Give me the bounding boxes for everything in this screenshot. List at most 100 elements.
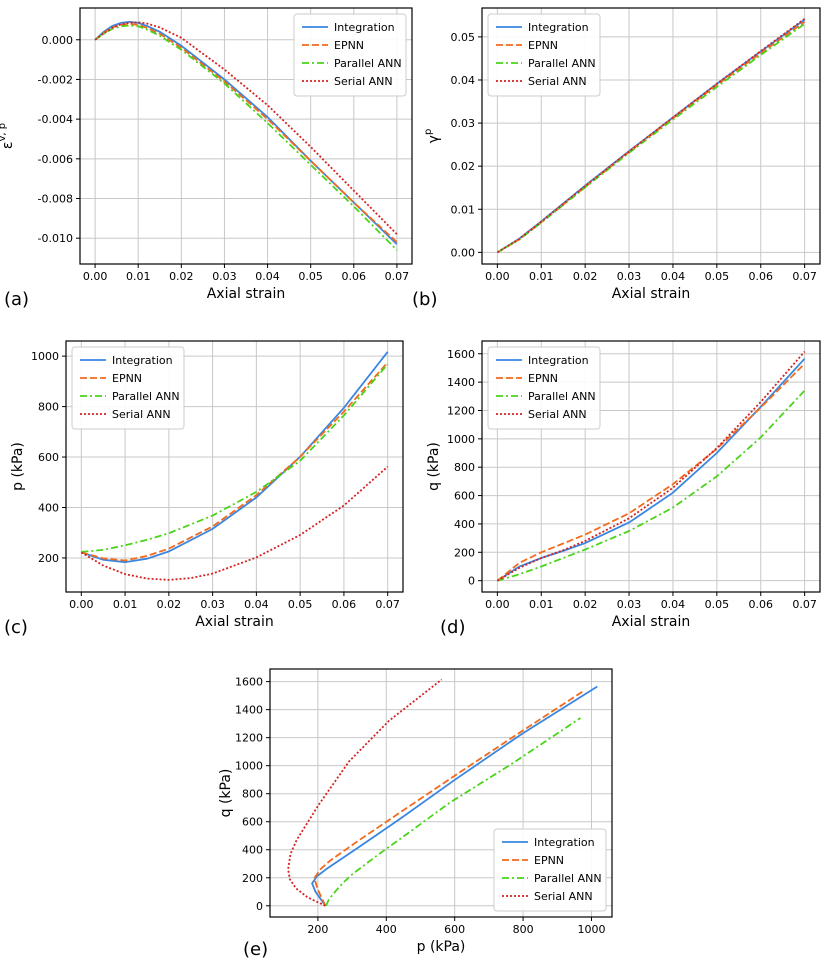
y-axis-label: p (kPa) <box>10 442 26 491</box>
y-tick-label: 0.05 <box>451 31 476 44</box>
x-tick-label: 0.07 <box>792 598 817 611</box>
x-tick-label: 0.07 <box>792 270 817 283</box>
x-tick-label: 0.00 <box>485 598 510 611</box>
series-line-parallel-ann <box>497 389 806 582</box>
y-tick-label: 800 <box>38 401 59 414</box>
x-tick-label: 0.01 <box>113 598 138 611</box>
y-tick-label: 200 <box>242 872 263 885</box>
panel-label: (b) <box>412 289 437 310</box>
y-tick-label: -0.006 <box>38 153 73 166</box>
x-tick-label: 0.06 <box>342 270 367 283</box>
y-tick-label: 0 <box>256 900 263 913</box>
plot-frame <box>65 340 404 593</box>
x-tick-label: 0.03 <box>617 270 642 283</box>
y-tick-label: 1200 <box>447 404 475 417</box>
panel-label: (a) <box>4 289 29 310</box>
series-line-integration <box>94 20 398 245</box>
y-tick-label: 0.04 <box>451 74 476 87</box>
x-tick-label: 0.07 <box>385 270 410 283</box>
legend-box <box>487 346 601 430</box>
series-line-serial-ann <box>94 21 398 235</box>
y-axis-label-main: q (kPa) <box>218 769 234 818</box>
y-tick-label: 400 <box>38 501 59 514</box>
y-tick-label: 0.00 <box>451 246 476 259</box>
legend-entry-label: Parallel ANN <box>534 872 602 885</box>
y-tick-label: 0.000 <box>42 34 74 47</box>
plot-frame <box>481 7 821 265</box>
y-tick-label: 0 <box>468 575 475 588</box>
y-tick-label: 600 <box>38 451 59 464</box>
x-tick-label: 600 <box>444 923 465 936</box>
y-axis-label: q (kPa) <box>218 769 234 818</box>
panel-e: 200 400 600 800 1000 0 200 400 600 800 1000 1200 140… <box>218 668 613 960</box>
y-tick-label: 400 <box>242 844 263 857</box>
legend-entry-label: Serial ANN <box>528 408 587 421</box>
series-line-epnn <box>496 363 806 582</box>
legend-entry-label: Parallel ANN <box>112 390 180 403</box>
x-tick-label: 0.04 <box>255 270 280 283</box>
legend-entry-label: Integration <box>534 836 595 849</box>
y-axis-label-superscript: p <box>423 129 434 135</box>
legend-entry-label: Integration <box>334 21 395 34</box>
x-tick-label: 0.01 <box>126 270 151 283</box>
y-tick-label: 400 <box>454 518 475 531</box>
series-line-epnn <box>81 361 389 562</box>
x-tick-label: 0.06 <box>748 598 773 611</box>
x-tick-label: 400 <box>376 923 397 936</box>
series-line-parallel-ann <box>496 23 806 254</box>
series-line-serial-ann <box>496 18 806 254</box>
x-axis-label: p (kPa) <box>417 939 466 955</box>
series-line-epnn <box>313 690 584 907</box>
y-tick-label: 1400 <box>235 704 263 717</box>
y-axis-label-main: q (kPa) <box>426 442 442 491</box>
legend: Integration EPNN Parallel ANN Serial ANN <box>493 828 607 912</box>
x-tick-label: 0.06 <box>748 270 773 283</box>
x-tick-label: 0.05 <box>298 270 323 283</box>
x-tick-label: 0.06 <box>332 598 357 611</box>
x-tick-label: 0.01 <box>529 598 554 611</box>
x-tick-label: 0.02 <box>157 598 182 611</box>
panel-label: (d) <box>440 617 465 638</box>
series-line-serial-ann <box>496 351 806 582</box>
y-tick-label: 1600 <box>447 348 475 361</box>
legend: Integration EPNN Parallel ANN Serial ANN <box>293 13 407 97</box>
y-tick-label: 1600 <box>235 676 263 689</box>
x-tick-label: 0.03 <box>212 270 237 283</box>
x-axis-label: Axial strain <box>612 614 691 630</box>
y-tick-label: 600 <box>454 490 475 503</box>
legend-entry-label: Integration <box>528 21 589 34</box>
y-tick-label: 600 <box>242 816 263 829</box>
series-line-integration <box>311 685 598 907</box>
legend-box <box>487 13 601 97</box>
x-tick-label: 0.04 <box>661 270 686 283</box>
y-axis-label-main: p (kPa) <box>10 442 26 491</box>
y-tick-label: 800 <box>454 461 475 474</box>
y-tick-label: 1000 <box>447 433 475 446</box>
legend-box <box>493 828 607 912</box>
series-line-parallel-ann <box>94 24 398 251</box>
legend-entry-label: EPNN <box>528 39 558 52</box>
y-tick-label: 1000 <box>235 760 263 773</box>
panel-a: 0.00 0.01 0.02 0.03 0.04 0.05 0.06 0.07 0.000 -0.… <box>0 7 413 310</box>
x-tick-label: 1000 <box>577 923 605 936</box>
panel-d: 0.00 0.01 0.02 0.03 0.04 0.05 0.06 0.07 0 200 400 6… <box>426 340 821 638</box>
x-tick-label: 0.00 <box>83 270 108 283</box>
x-tick-label: 0.02 <box>573 270 598 283</box>
series-line-integration <box>81 351 389 564</box>
legend-entry-label: EPNN <box>528 372 558 385</box>
legend-entry-label: Integration <box>112 354 173 367</box>
legend-entry-label: EPNN <box>112 372 142 385</box>
x-tick-label: 0.04 <box>244 598 269 611</box>
legend-entry-label: Parallel ANN <box>334 57 402 70</box>
y-tick-label: 200 <box>38 552 59 565</box>
x-axis-label: Axial strain <box>612 286 691 302</box>
panel-label: (c) <box>4 617 28 638</box>
x-tick-label: 800 <box>513 923 534 936</box>
y-axis-label-main: γ <box>426 135 442 143</box>
legend-entry-label: Parallel ANN <box>528 57 596 70</box>
y-tick-label: 0.02 <box>451 160 476 173</box>
x-tick-label: 200 <box>307 923 328 936</box>
x-tick-label: 0.03 <box>200 598 225 611</box>
panel-b: 0.00 0.01 0.02 0.03 0.04 0.05 0.06 0.07 0.00 0.01… <box>412 7 821 310</box>
y-axis-label-main: ε <box>0 142 16 150</box>
